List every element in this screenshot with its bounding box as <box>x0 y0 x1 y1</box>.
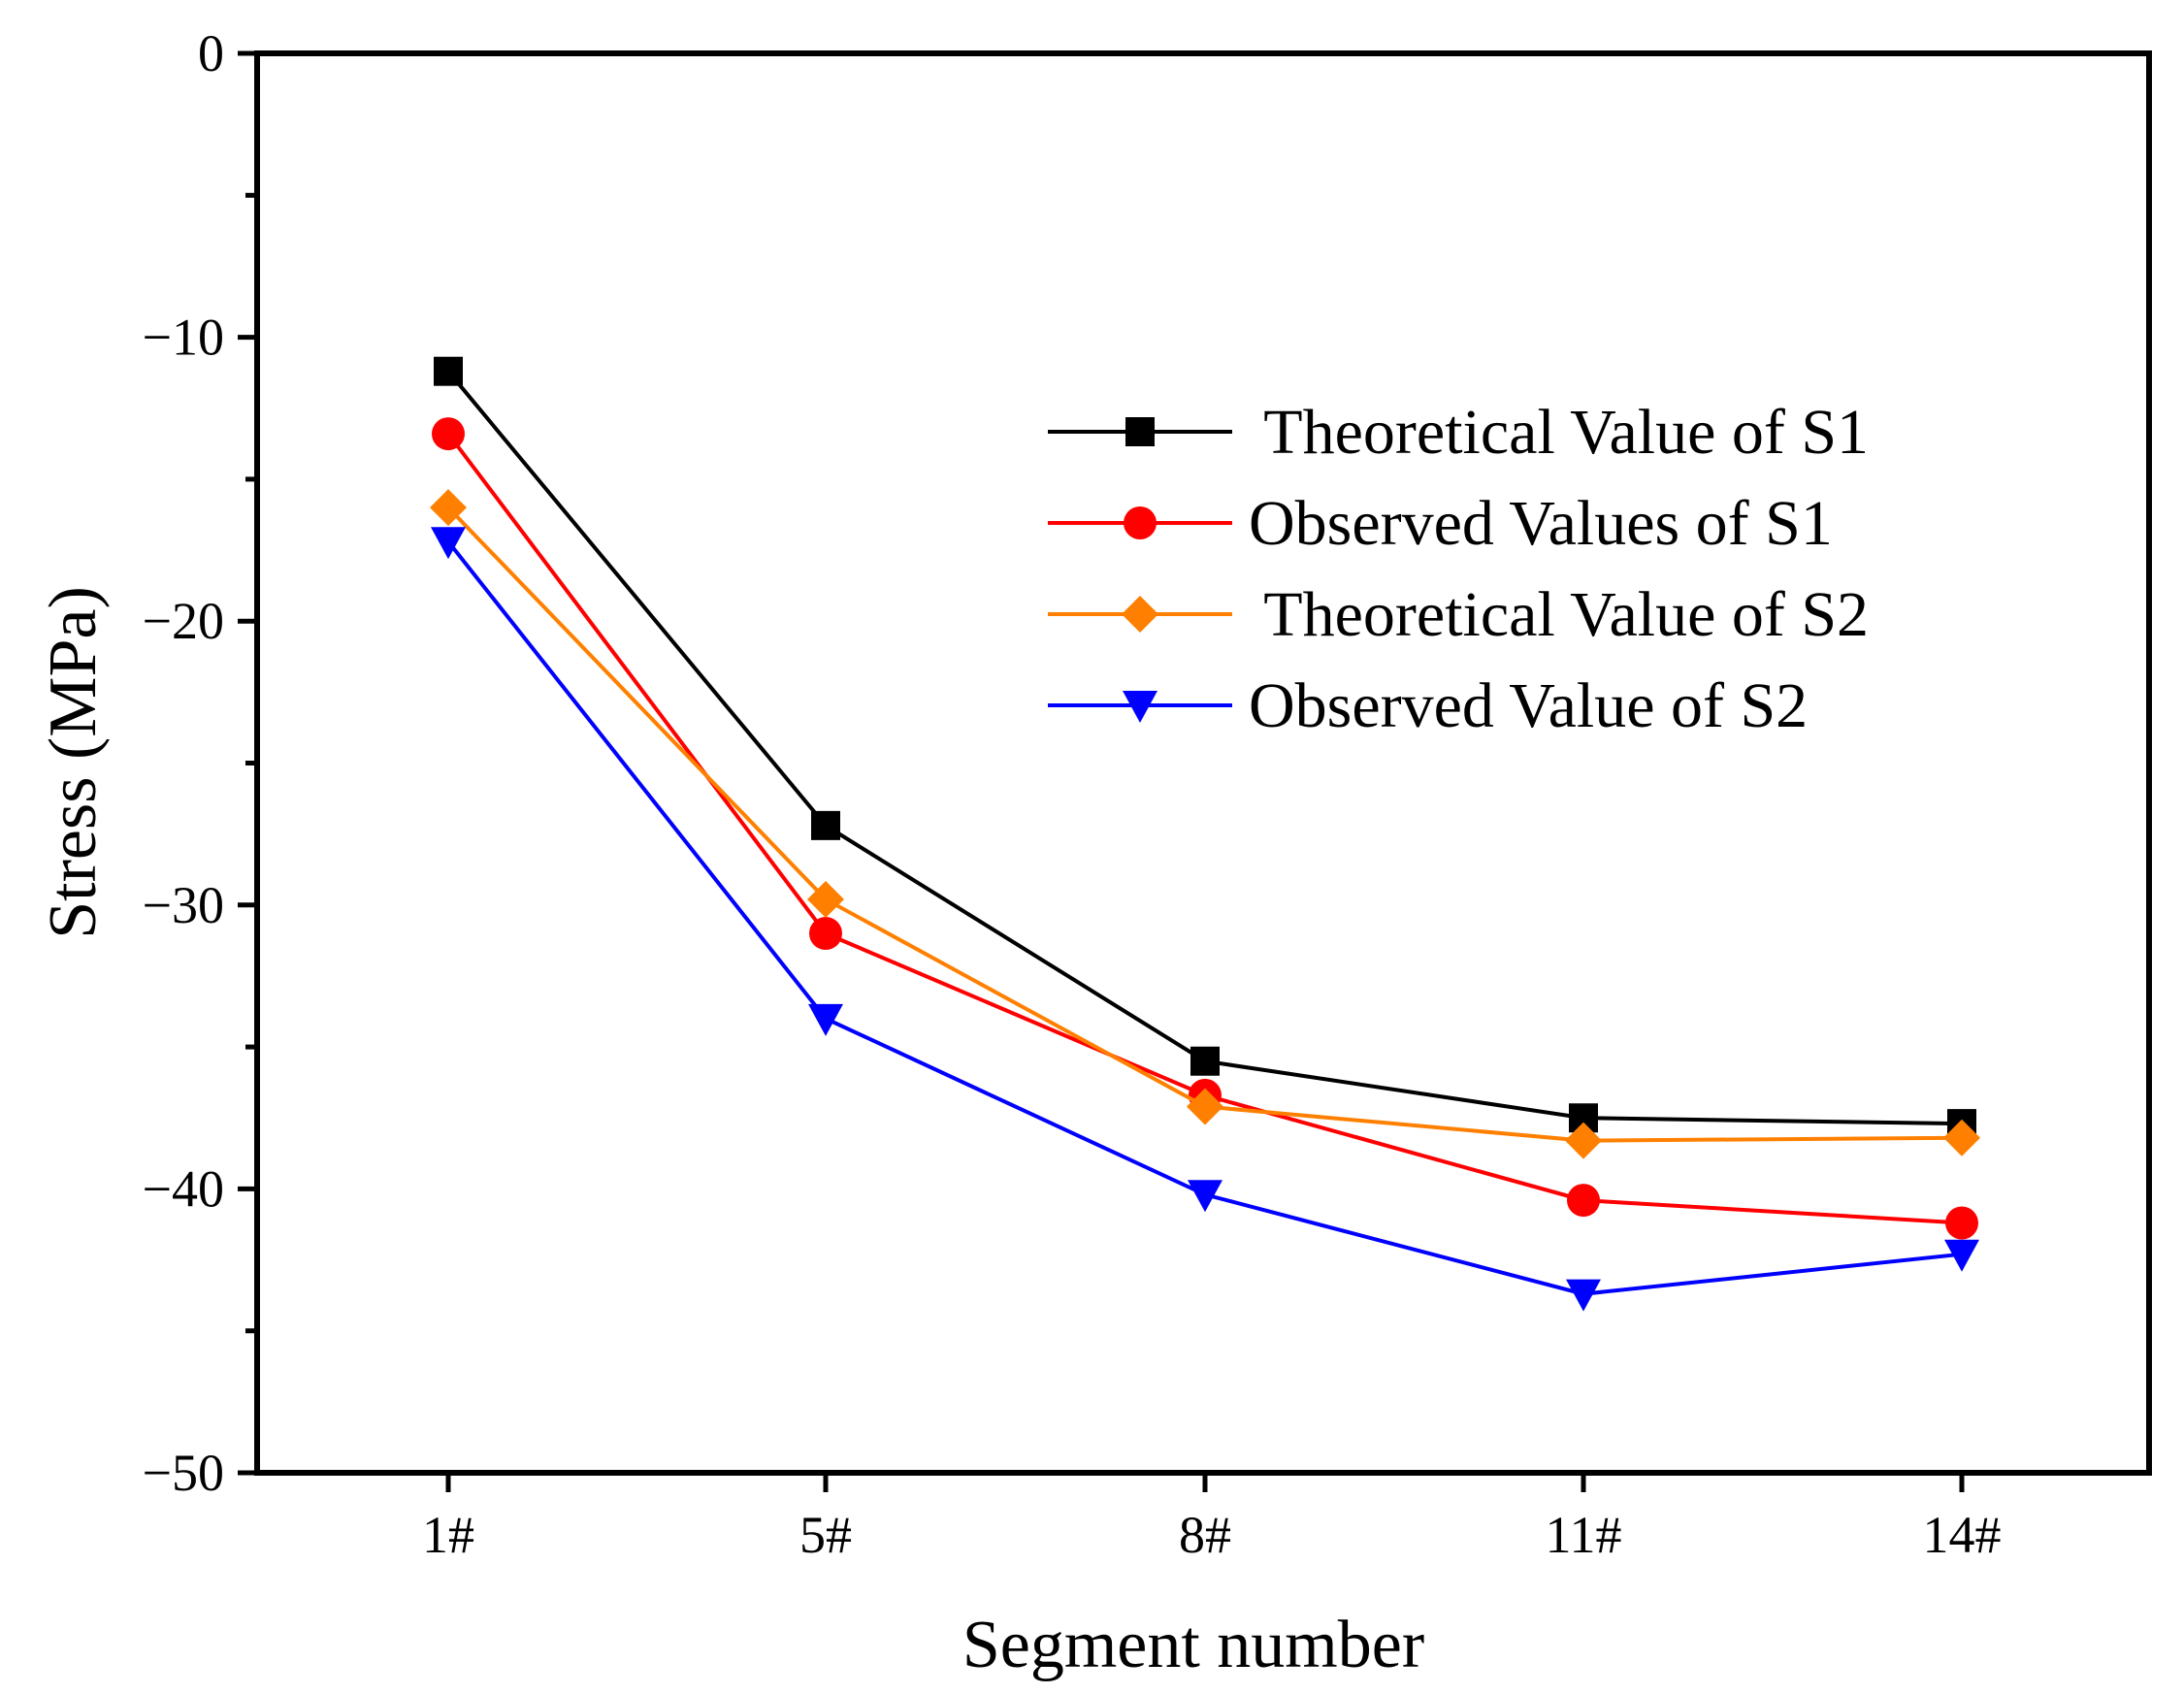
y-tick-label: −30 <box>143 876 224 934</box>
data-point <box>809 917 842 951</box>
x-tick-label: 5# <box>799 1506 852 1564</box>
legend-marker <box>1123 691 1157 723</box>
data-point <box>1190 1046 1220 1076</box>
data-point <box>1188 1180 1222 1213</box>
data-point <box>1566 1279 1601 1312</box>
legend-marker <box>1125 417 1155 446</box>
data-point <box>1187 1088 1223 1125</box>
data-point <box>431 527 466 560</box>
x-axis-title: Segment number <box>962 1608 1424 1682</box>
legend: Theoretical Value of S1 Observed Values o… <box>1048 397 1869 741</box>
y-tick-label: −20 <box>143 592 224 650</box>
data-point <box>1565 1122 1602 1159</box>
legend-label: Observed Value of S2 <box>1249 670 1808 741</box>
legend-item: Observed Values of S1 <box>1048 488 1833 559</box>
data-point <box>807 880 844 918</box>
x-tick-label: 14# <box>1923 1506 2002 1564</box>
series-4 <box>431 527 1979 1312</box>
y-axis-ticks: 0 −10 −20 −30 −40 −50 <box>143 24 257 1502</box>
data-point <box>1944 1239 1979 1272</box>
x-axis-ticks: 1# 5# 8# 11# 14# <box>422 1473 2002 1564</box>
legend-label: Theoretical Value of S2 <box>1249 579 1869 650</box>
data-point <box>1567 1184 1600 1218</box>
x-tick-label: 1# <box>422 1506 474 1564</box>
x-tick-label: 8# <box>1179 1506 1231 1564</box>
y-tick-label: 0 <box>198 24 224 82</box>
y-tick-label: −10 <box>143 309 224 367</box>
legend-item: Observed Value of S2 <box>1048 670 1808 741</box>
y-tick-label: −40 <box>143 1159 224 1218</box>
data-point <box>434 356 463 386</box>
data-point <box>432 417 465 451</box>
legend-label: Theoretical Value of S1 <box>1249 397 1869 468</box>
data-point <box>1943 1119 1980 1156</box>
series-3 <box>430 489 1980 1159</box>
legend-marker <box>1122 596 1158 633</box>
data-point <box>811 810 840 840</box>
legend-label: Observed Values of S1 <box>1249 488 1833 559</box>
x-tick-label: 11# <box>1546 1506 1622 1564</box>
data-point <box>430 489 467 527</box>
legend-marker <box>1124 506 1157 539</box>
legend-item: Theoretical Value of S2 <box>1048 579 1869 650</box>
y-tick-label: −50 <box>143 1444 224 1502</box>
y-axis-title: Stress (MPa) <box>36 586 111 939</box>
legend-item: Theoretical Value of S1 <box>1048 397 1869 468</box>
data-point <box>1945 1206 1978 1240</box>
data-point <box>808 1003 843 1036</box>
series-layer <box>430 356 1980 1312</box>
